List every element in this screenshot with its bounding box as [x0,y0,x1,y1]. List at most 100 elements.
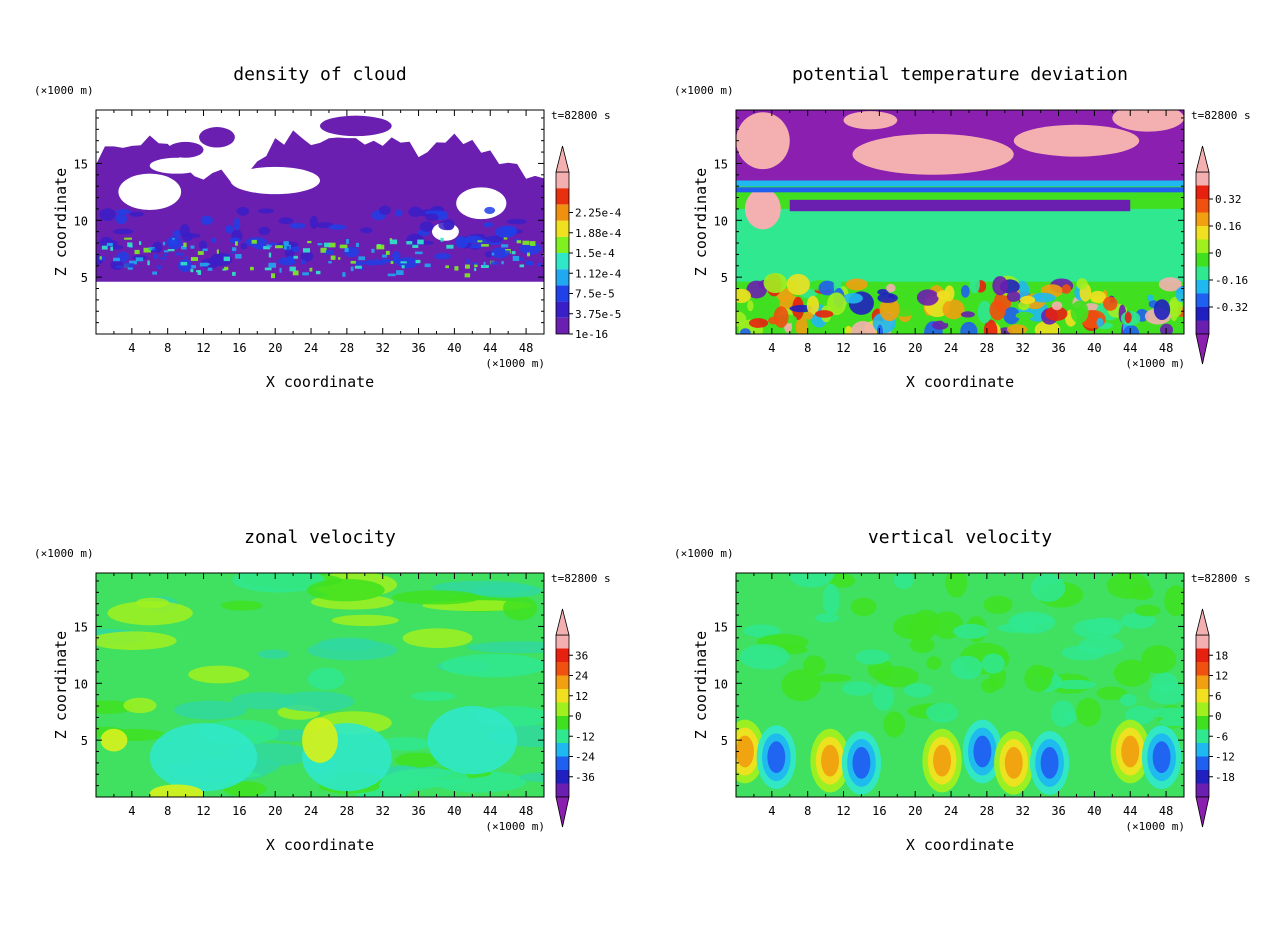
theta-eddy [1124,311,1132,324]
vert-cell [852,746,871,779]
cloud-cell [148,247,155,251]
cloud-cell [396,270,404,275]
zonal-patch [317,637,379,652]
cloud-cell [477,240,483,243]
theta-eddy [773,306,789,328]
colorbar-swatch [1196,293,1209,307]
vert-patch [893,573,914,589]
theta-stripe [736,180,1184,187]
cloud-cell [506,218,527,225]
cloud-cell [501,244,509,248]
colorbar-swatch [1196,185,1209,199]
cloud-cell [197,270,202,275]
cloud-cell [445,265,450,269]
cloud-cell [113,228,134,235]
zonal-patch [96,700,133,714]
vert-patch [925,702,959,723]
colorbar-over-arrow [555,608,570,636]
theta-eddy [1045,306,1068,321]
colorbar-level-label: -36 [575,771,595,784]
cloud-cell [179,223,190,238]
colorbar-swatch [1196,253,1209,267]
cloud-cell [235,254,242,259]
cloud-cell [344,247,349,252]
vert-patch [906,619,936,642]
cloud-cell [129,260,137,265]
y-unit-label: (×1000 m) [34,84,94,97]
cloud-cell [181,245,187,250]
x-tick-label: 32 [375,804,389,818]
colorbar-level-label: -6 [1215,730,1228,743]
colorbar-swatch [1196,199,1209,213]
vert-patch [1040,667,1055,680]
time-label: t=82800 s [551,109,611,122]
theta-stripe [736,187,1184,193]
cloud-cell [317,242,323,246]
y-tick-label: 15 [714,157,728,171]
zonal-patch [395,752,440,768]
cloud-cell [135,257,144,262]
x-unit-label: (×1000 m) [1125,820,1185,833]
x-tick-label: 28 [980,804,994,818]
cloud-cell [198,240,208,250]
vert-patch [829,573,855,588]
colorbar-level-label: 0.32 [1215,193,1242,206]
colorbar-swatch [1196,172,1209,186]
vert-patch [1031,573,1066,602]
colorbar-level-label: 0 [575,710,582,723]
cloud-cell [100,256,105,261]
plot-frame [735,572,1185,798]
cloud-cell [164,250,169,253]
colorbar-level-label: 18 [1215,649,1228,662]
colorbar-swatch [1196,635,1209,649]
theta-eddy [786,273,810,296]
theta-eddy [806,295,819,315]
theta-eddy [1006,291,1021,302]
colorbar-over-arrow [1195,608,1210,636]
zonal-patch [386,768,469,788]
zonal-patch [232,573,325,593]
cloud-cell [162,241,166,246]
cloud-cell [211,237,217,243]
vert-patch [953,623,989,639]
cloud-cell [522,240,530,245]
colorbar-level-label: 7.5e-5 [575,288,615,301]
cloud-cell [191,265,196,269]
theta-blob [1013,124,1140,157]
theta-eddy [803,311,814,320]
colorbar-swatch [1196,675,1209,689]
zonal-patch [302,717,338,763]
x-tick-label: 32 [1015,341,1029,355]
colorbar-swatch [556,702,569,716]
y-tick-label: 10 [74,214,88,228]
cloud-cell [415,259,421,264]
cloud-cell [393,255,398,261]
cloud-cell [363,259,382,266]
x-axis-label: X coordinate [266,373,374,391]
x-tick-label: 24 [304,341,318,355]
zonal-patch [107,601,193,626]
cloud-cell [474,267,477,272]
cloud-cell [110,246,114,251]
theta-eddy [931,320,949,330]
vert-patch [788,573,835,588]
cloud-cell [342,272,346,277]
cloud-cell [464,273,471,278]
field-4 [736,573,1184,797]
colorbar-swatch [556,236,569,253]
zonal-patch [307,667,345,691]
cloud-cell [289,222,306,229]
cloud-cell [152,271,158,275]
zonal-patch [188,665,250,684]
cloud-cell [271,273,276,279]
cloud-cell [491,252,495,256]
vert-patch [1050,700,1076,728]
vert-patch [875,666,919,688]
cloud-cell [354,265,362,269]
chart-title: zonal velocity [244,527,396,548]
cloud-cell [440,237,444,242]
x-tick-label: 40 [447,804,461,818]
vert-patch [945,573,968,598]
cloud-cell [529,241,536,246]
chart-title: vertical velocity [868,527,1052,548]
